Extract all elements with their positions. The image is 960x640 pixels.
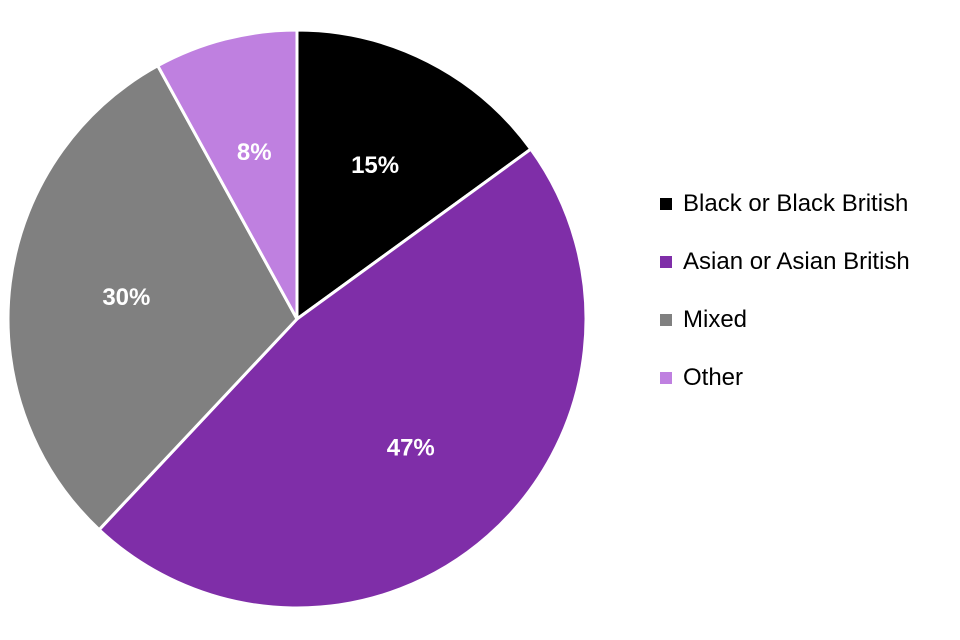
slice-value-label-black-or-black-british: 15%	[351, 152, 399, 179]
legend-item-other: Other	[660, 349, 956, 407]
pie-slice-black-or-black-british	[295, 28, 533, 321]
pie-value-labels: 15% 47% 30% 8%	[102, 139, 434, 462]
pie-slice-mixed	[6, 64, 299, 532]
legend-swatch-black-or-black-british	[660, 198, 672, 210]
legend-label-mixed: Mixed	[683, 306, 748, 333]
legend-item-asian-or-asian-british: Asian or Asian British	[660, 233, 956, 291]
legend-label-other: Other	[683, 364, 744, 391]
legend-item-mixed: Mixed	[660, 291, 956, 349]
legend-item-black-or-black-british: Black or Black British	[660, 175, 956, 233]
pie-slice-asian-or-asian-british	[97, 147, 588, 610]
pie-slice-other	[156, 28, 299, 321]
legend-swatch-mixed	[660, 314, 672, 326]
slice-value-label-mixed: 30%	[102, 284, 150, 311]
legend-label-asian-or-asian-british: Asian or Asian British	[683, 248, 910, 275]
legend-label-black-or-black-british: Black or Black British	[683, 190, 909, 217]
legend-swatch-other	[660, 372, 672, 384]
slice-value-label-asian-or-asian-british: 47%	[387, 435, 435, 462]
pie-slices	[6, 28, 588, 610]
legend: Black or Black British Asian or Asian Bri…	[660, 175, 956, 407]
slice-value-label-other: 8%	[237, 139, 272, 166]
legend-swatch-asian-or-asian-british	[660, 256, 672, 268]
